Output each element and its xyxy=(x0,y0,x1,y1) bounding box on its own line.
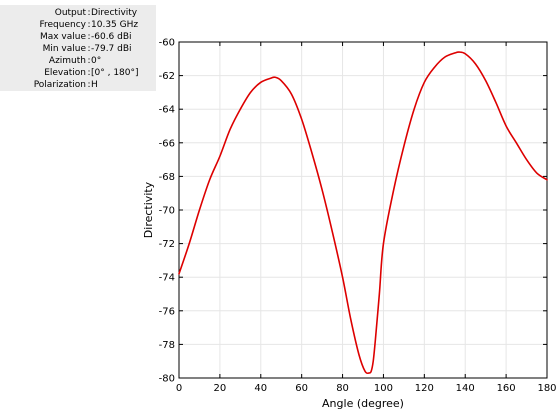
y-tick-label: -62 xyxy=(159,71,175,82)
info-key: Output xyxy=(54,8,86,18)
axes-layer xyxy=(178,41,548,379)
info-key: Frequency xyxy=(39,20,87,30)
info-value: Directivity xyxy=(91,8,138,18)
info-key: Azimuth xyxy=(48,56,86,66)
series-layer xyxy=(178,51,548,375)
info-value: 0° xyxy=(91,56,102,66)
info-key: Max value xyxy=(39,32,86,42)
info-row: Frequency:10.35 GHz xyxy=(0,19,156,31)
info-row: Polarization: H xyxy=(0,79,156,91)
info-separator: : xyxy=(87,80,91,90)
info-row: Min value: -79.7 dBi xyxy=(0,43,156,55)
info-key: Min value xyxy=(42,44,86,54)
info-separator: : xyxy=(87,44,91,54)
info-separator: : xyxy=(87,20,91,30)
y-tick-label: -66 xyxy=(159,138,175,149)
info-separator: : xyxy=(87,56,91,66)
info-value: -79.7 dBi xyxy=(91,44,132,54)
info-separator: : xyxy=(87,68,91,78)
info-value: H xyxy=(91,80,98,90)
x-tick-label: 0 xyxy=(176,383,182,394)
info-key: Polarization xyxy=(33,80,86,90)
x-tick-label: 180 xyxy=(537,383,556,394)
info-separator: : xyxy=(87,32,91,42)
x-tick-label: 160 xyxy=(497,383,516,394)
y-tick-label: -60 xyxy=(159,38,175,49)
y-axis-label: Directivity xyxy=(142,181,155,238)
directivity-line xyxy=(178,51,548,375)
y-tick-label: -76 xyxy=(159,306,175,317)
info-key: Elevation xyxy=(44,68,86,78)
info-row: Max value: -60.6 dBi xyxy=(0,31,156,43)
x-tick-label: 80 xyxy=(336,383,349,394)
y-tick-label: -64 xyxy=(159,105,175,116)
y-tick-label: -74 xyxy=(159,273,175,284)
x-axis-label: Angle (degree) xyxy=(322,397,404,410)
x-tick-label: 100 xyxy=(374,383,393,394)
info-separator: : xyxy=(87,8,91,18)
info-value: 10.35 GHz xyxy=(91,20,139,30)
info-row: Azimuth:0° xyxy=(0,55,156,67)
x-tick-label: 60 xyxy=(295,383,308,394)
info-panel: Output: Directivity Frequency:10.35 GHz Max… xyxy=(0,5,156,91)
info-value: -60.6 dBi xyxy=(91,32,132,42)
info-row: Output: Directivity xyxy=(0,7,156,19)
y-tick-label: -72 xyxy=(159,239,175,250)
x-tick-label: 140 xyxy=(456,383,475,394)
y-tick-label: -80 xyxy=(159,374,175,385)
y-tick-label: -70 xyxy=(159,206,175,217)
labels-layer: 0 20 40 60 80 100 120 140 160 180 -60 -62 -64 -66 -68 -… xyxy=(142,38,557,411)
y-tick-label: -68 xyxy=(159,172,175,183)
info-value: [0° , 180°] xyxy=(91,68,139,78)
x-tick-label: 40 xyxy=(254,383,267,394)
y-tick-label: -78 xyxy=(159,340,175,351)
info-row: Elevation: [0° , 180°] xyxy=(0,67,156,79)
x-tick-label: 120 xyxy=(415,383,434,394)
x-tick-label: 20 xyxy=(214,383,227,394)
